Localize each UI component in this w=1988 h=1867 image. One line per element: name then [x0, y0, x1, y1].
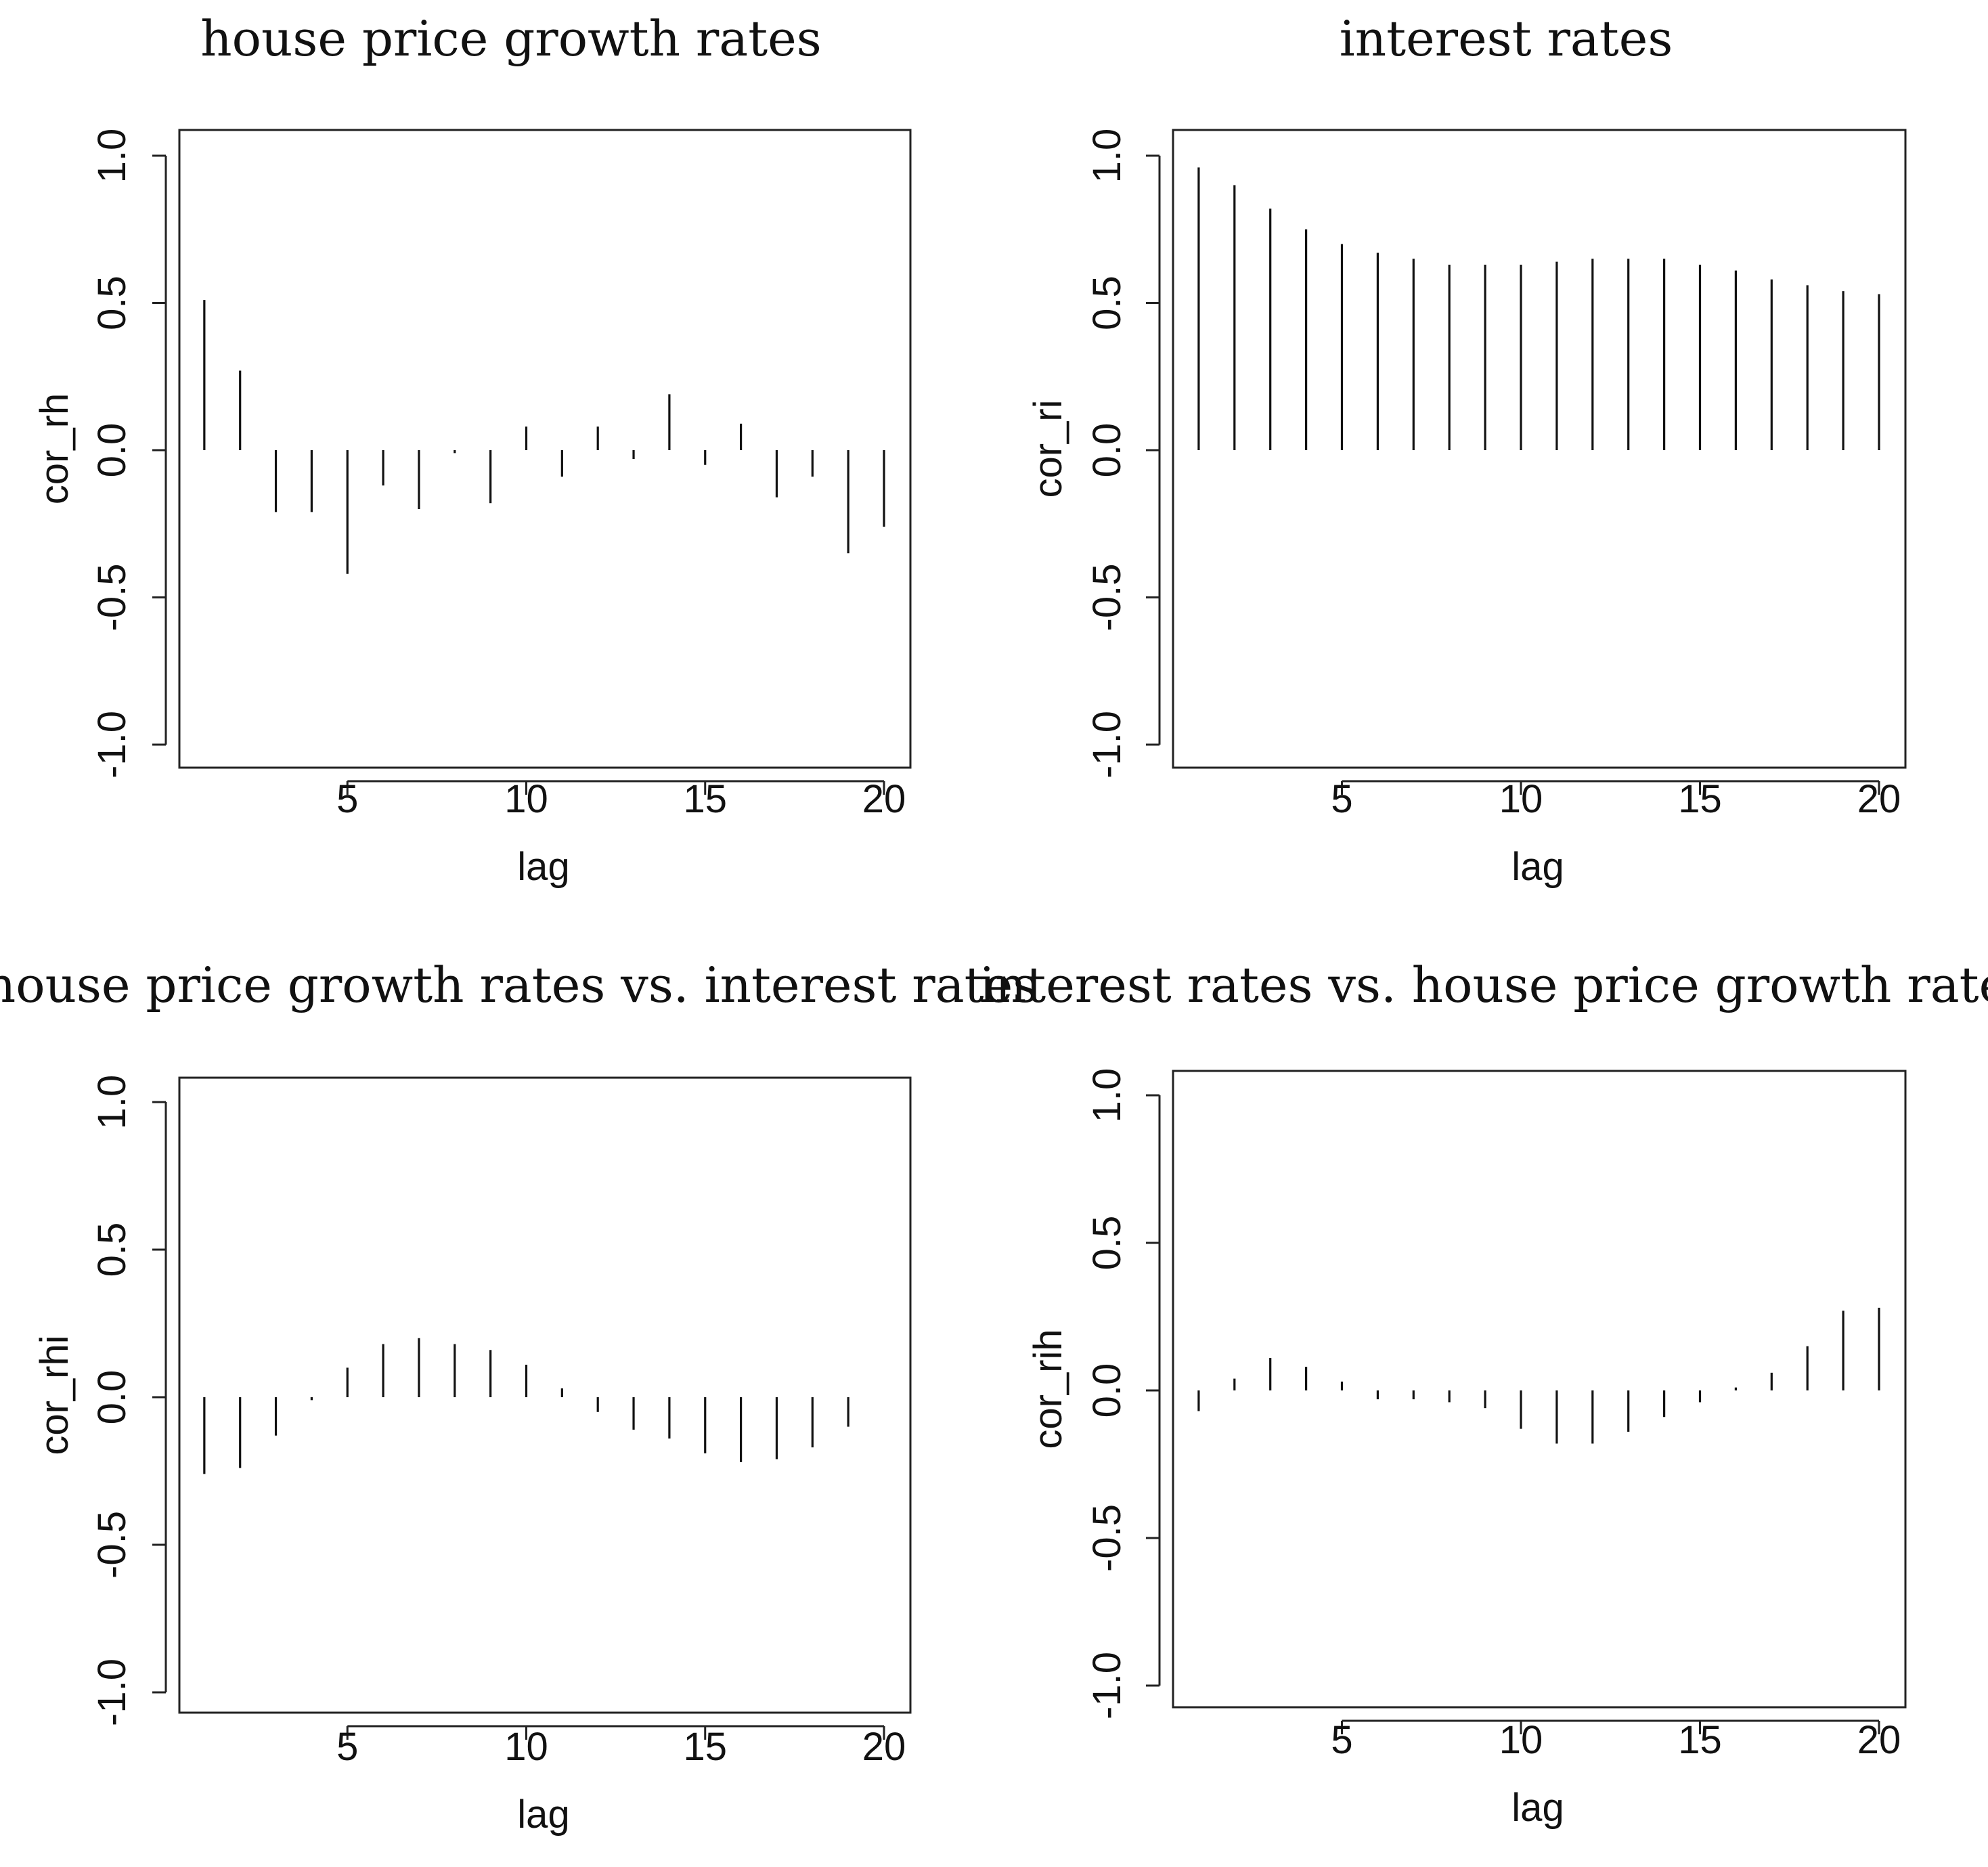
y-tick-label: 0.0 [90, 423, 134, 478]
y-tick-label: -1.0 [1085, 1652, 1129, 1719]
x-axis-label: lag [1511, 845, 1564, 889]
chart-title: house price growth rates [200, 10, 821, 67]
y-tick-label: 1.0 [90, 1075, 134, 1130]
y-tick-label: 0.5 [90, 276, 134, 330]
x-tick-label: 15 [1678, 1718, 1722, 1762]
y-tick-label: 0.5 [1085, 1216, 1129, 1271]
y-tick-label: -0.5 [1085, 1504, 1129, 1572]
y-tick-label: 0.5 [1085, 276, 1129, 330]
y-tick-label: 0.0 [1085, 1363, 1129, 1418]
x-tick-label: 5 [336, 1725, 358, 1769]
y-tick-label: -1.0 [1085, 711, 1129, 778]
y-axis-label: cor_ri [1026, 399, 1070, 498]
x-tick-label: 15 [683, 1725, 727, 1769]
x-tick-label: 10 [1499, 777, 1543, 821]
x-tick-label: 10 [1499, 1718, 1543, 1762]
x-tick-label: 5 [1331, 1718, 1352, 1762]
y-tick-label: -1.0 [90, 1659, 134, 1726]
y-axis-label: cor_rih [1026, 1329, 1070, 1449]
x-tick-label: 20 [1857, 1718, 1901, 1762]
panel-hp-vs-ir: house price growth rates vs. interest ra… [0, 957, 1038, 1837]
x-tick-label: 15 [1678, 777, 1722, 821]
plot-frame [1172, 1070, 1907, 1709]
plot-frame [178, 129, 912, 769]
y-tick-label: 0.0 [90, 1370, 134, 1425]
y-tick-label: -1.0 [90, 711, 134, 778]
panel-ir-vs-hp: interest rates vs. house price growth ra… [979, 957, 1988, 1830]
y-tick-label: -0.5 [90, 1511, 134, 1579]
y-axis-label: cor_rh [32, 393, 76, 504]
x-tick-label: 20 [862, 777, 906, 821]
x-tick-label: 20 [862, 1725, 906, 1769]
y-tick-label: 1.0 [90, 129, 134, 183]
chart-title: house price growth rates vs. interest ra… [0, 957, 1038, 1013]
y-tick-label: 0.0 [1085, 423, 1129, 478]
x-axis-label: lag [1511, 1786, 1564, 1830]
y-tick-label: 1.0 [1085, 1068, 1129, 1123]
y-tick-label: 1.0 [1085, 129, 1129, 183]
chart-title: interest rates vs. house price growth ra… [979, 957, 1988, 1013]
chart-title: interest rates [1340, 10, 1673, 67]
x-axis-label: lag [517, 1793, 569, 1837]
x-axis-label: lag [517, 845, 569, 889]
x-tick-label: 5 [1331, 777, 1352, 821]
x-tick-label: 15 [683, 777, 727, 821]
x-tick-label: 5 [336, 777, 358, 821]
y-axis-label: cor_rhi [32, 1335, 76, 1455]
plot-frame [178, 1076, 912, 1714]
panel-ir: interest rates 5 10 15 20 -1.0 -0.5 0.0 0.5 1.0 la… [1026, 10, 1907, 889]
y-tick-label: -0.5 [90, 564, 134, 632]
x-tick-label: 10 [504, 777, 548, 821]
plot-frame [1172, 129, 1907, 769]
x-tick-label: 10 [504, 1725, 548, 1769]
x-tick-label: 20 [1857, 777, 1901, 821]
y-tick-label: 0.5 [90, 1223, 134, 1277]
panel-hp: house price growth rates 5 10 15 20 -1.0 -0.5 0… [32, 10, 912, 889]
y-tick-label: -0.5 [1085, 564, 1129, 632]
